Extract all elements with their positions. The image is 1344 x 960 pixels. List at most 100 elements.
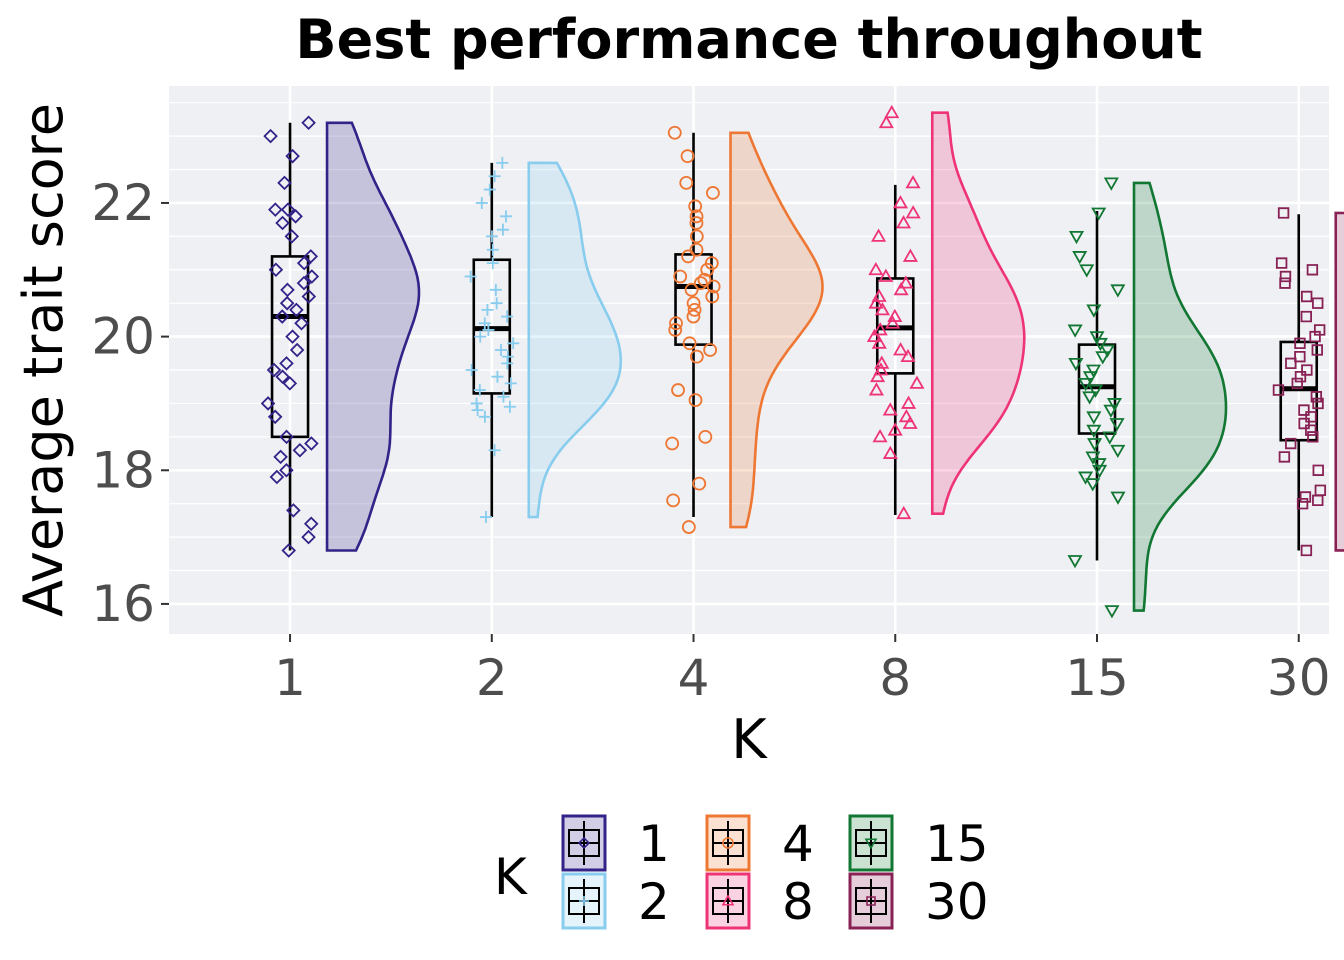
data-point [1278,451,1291,463]
data-point [486,257,499,270]
density-cloud [930,111,1026,516]
box-iqr [270,255,310,439]
legend-label: 15 [925,815,989,873]
data-point [902,415,918,429]
data-point [900,348,916,363]
data-point [479,511,492,524]
data-point [1103,404,1119,418]
data-point [303,516,319,532]
data-point [465,364,478,377]
data-point [874,355,890,369]
data-point [905,205,921,219]
legend-label: 4 [782,815,814,873]
data-point [1086,424,1102,438]
data-point [284,229,300,244]
data-point [473,384,486,397]
data-point [1291,377,1303,390]
data-point [866,328,882,343]
data-point [1095,351,1111,365]
data-point [689,349,704,364]
data-point [681,249,696,264]
legend-key-point [864,838,878,850]
density-cloud [325,121,421,552]
data-point [1311,344,1323,356]
data-point [1110,444,1126,459]
data-point [268,202,283,217]
data-point [301,529,316,545]
data-point [868,295,884,309]
data-point [1067,324,1083,338]
data-point [871,228,887,242]
data-point [901,395,917,409]
plot-panel [169,86,1329,634]
data-point [1298,417,1310,430]
data-point [698,429,713,444]
data-point [1067,555,1083,569]
data-point [892,195,908,209]
data-point [504,377,517,390]
data-point [874,302,890,316]
x-tick-label: 30 [1267,649,1331,707]
y-tick-label: 20 [91,308,155,366]
data-point [1103,177,1119,191]
data-point [878,114,894,129]
data-point [263,128,278,144]
legend-label: 2 [638,873,670,931]
data-point [668,323,683,337]
y-tick-label: 18 [91,441,155,499]
data-point [896,505,912,520]
data-point [872,322,888,336]
data-point [1300,290,1313,303]
data-point [1087,384,1104,398]
legend-label: 30 [925,873,989,931]
data-point [288,209,303,224]
data-point [684,282,699,297]
data-point [294,315,309,331]
data-point [495,343,508,356]
boxplots [270,122,1319,561]
density-cloud [1334,211,1344,552]
data-point [303,249,319,264]
y-axis-title: Average trait score [12,103,75,617]
data-point [260,396,276,411]
data-point [275,215,290,231]
data-point [878,268,894,282]
data-point [279,295,295,311]
data-point [1082,391,1098,405]
data-point [266,362,282,378]
data-point [1306,264,1319,276]
data-point [1296,497,1309,510]
data-point [1068,357,1084,372]
legend-key-point [577,836,591,850]
data-point [286,503,301,518]
data-point [1104,605,1120,619]
data-point [868,382,884,396]
data-point [665,436,680,451]
legend-key-point [579,896,589,906]
data-point [870,368,886,383]
data-point [277,175,292,191]
chart-title: Best performance throughout [295,8,1202,71]
data-point [1310,391,1323,403]
x-tick-label: 15 [1065,649,1129,707]
data-point [1092,337,1108,352]
data-point [1109,418,1125,432]
data-point [680,149,695,164]
data-point [703,343,718,357]
data-point [483,183,496,196]
data-point [682,336,697,351]
x-tick-label: 4 [678,649,710,707]
data-point [898,408,914,423]
data-point [279,356,294,371]
data-point [673,269,688,284]
data-point [274,309,290,324]
data-point [686,296,701,311]
data-point [1099,344,1115,358]
data-point [1277,207,1290,219]
data-point [689,229,704,244]
data-point [1312,397,1324,410]
data-point [285,148,300,164]
x-axis-ticks: 1 2 4 8 15 30 [274,634,1331,707]
data-point [1089,331,1105,345]
